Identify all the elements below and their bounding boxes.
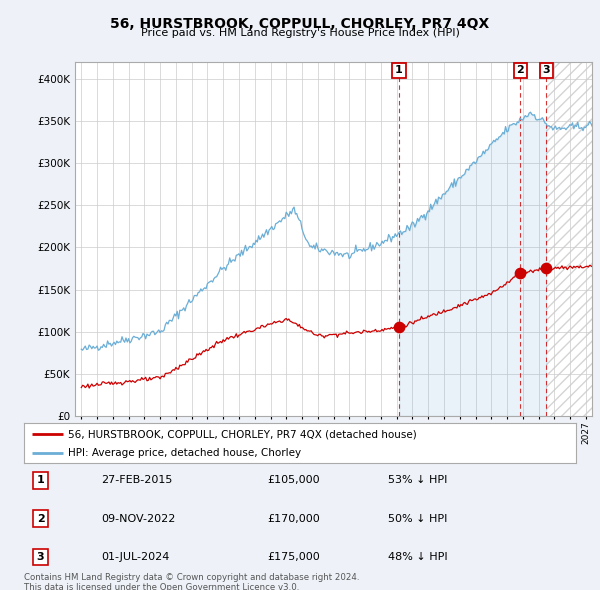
Text: 2: 2 <box>37 514 44 523</box>
Point <box>542 264 551 273</box>
Text: 1: 1 <box>395 65 403 76</box>
Text: Contains HM Land Registry data © Crown copyright and database right 2024.: Contains HM Land Registry data © Crown c… <box>24 573 359 582</box>
Text: HPI: Average price, detached house, Chorley: HPI: Average price, detached house, Chor… <box>68 448 301 458</box>
Text: 27-FEB-2015: 27-FEB-2015 <box>101 476 173 485</box>
Text: £170,000: £170,000 <box>267 514 320 523</box>
Polygon shape <box>547 62 592 416</box>
Text: 2: 2 <box>517 65 524 76</box>
Text: Price paid vs. HM Land Registry's House Price Index (HPI): Price paid vs. HM Land Registry's House … <box>140 28 460 38</box>
Text: £175,000: £175,000 <box>267 552 320 562</box>
Text: 56, HURSTBROOK, COPPULL, CHORLEY, PR7 4QX: 56, HURSTBROOK, COPPULL, CHORLEY, PR7 4Q… <box>110 17 490 31</box>
Text: 01-JUL-2024: 01-JUL-2024 <box>101 552 170 562</box>
Text: 09-NOV-2022: 09-NOV-2022 <box>101 514 176 523</box>
Text: 53% ↓ HPI: 53% ↓ HPI <box>388 476 448 485</box>
Text: 50% ↓ HPI: 50% ↓ HPI <box>388 514 448 523</box>
Text: 56, HURSTBROOK, COPPULL, CHORLEY, PR7 4QX (detached house): 56, HURSTBROOK, COPPULL, CHORLEY, PR7 4Q… <box>68 430 417 440</box>
Text: £105,000: £105,000 <box>267 476 320 485</box>
Text: 3: 3 <box>542 65 550 76</box>
Text: 48% ↓ HPI: 48% ↓ HPI <box>388 552 448 562</box>
Point <box>515 268 525 277</box>
Text: 1: 1 <box>37 476 44 485</box>
Text: 3: 3 <box>37 552 44 562</box>
Text: This data is licensed under the Open Government Licence v3.0.: This data is licensed under the Open Gov… <box>24 583 299 590</box>
Point <box>394 323 404 332</box>
